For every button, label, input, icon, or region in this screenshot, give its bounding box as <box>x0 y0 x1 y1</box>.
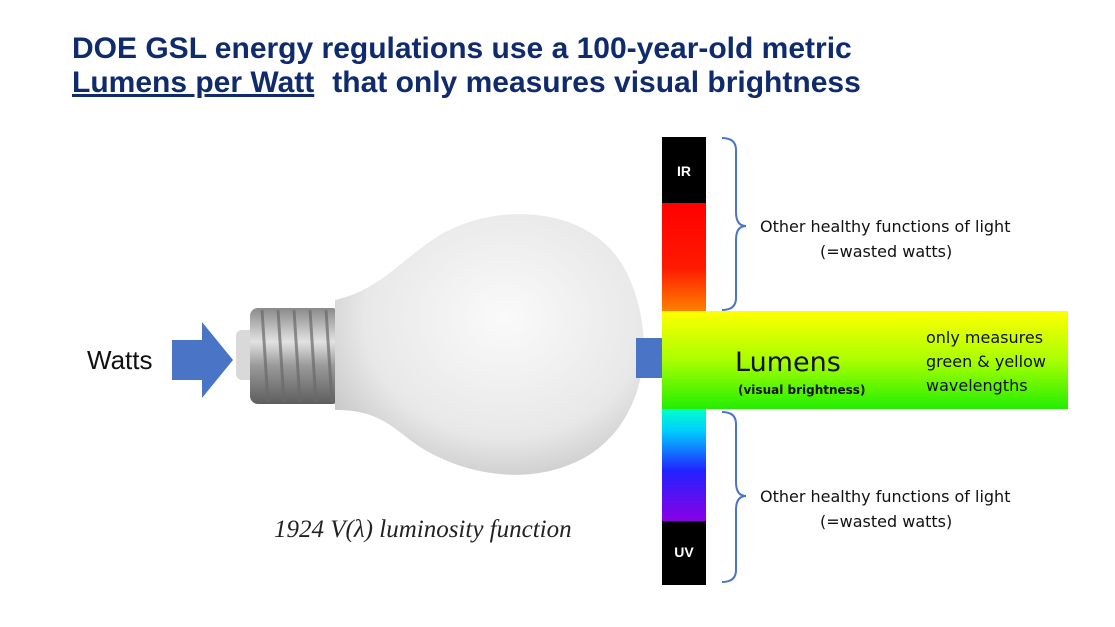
lower-note-2: (=wasted watts) <box>820 512 952 531</box>
upper-bracket <box>721 137 747 311</box>
upper-note-2: (=wasted watts) <box>820 242 952 261</box>
ir-label: IR <box>677 163 691 179</box>
output-note-2: green & yellow <box>926 352 1046 371</box>
output-note-1: only measures <box>926 328 1043 347</box>
caption: 1924 V(λ) luminosity function <box>274 516 572 543</box>
title-line-1: DOE GSL energy regulations use a 100-yea… <box>72 32 852 65</box>
output-sublabel: (visual brightness) <box>738 383 865 397</box>
uv-label: UV <box>674 544 694 560</box>
output-note-3: wavelengths <box>926 376 1028 395</box>
lower-note-1: Other healthy functions of light <box>760 487 1010 506</box>
input-arrow <box>172 322 233 398</box>
spectrum <box>662 137 1068 585</box>
upper-note-1: Other healthy functions of light <box>760 217 1010 236</box>
lower-bracket <box>721 411 747 583</box>
light-bulb <box>236 214 644 475</box>
title-rest: that only measures visual brightness <box>332 66 861 99</box>
title-line-2: Lumens per Watt that only measures visual… <box>72 66 861 99</box>
title-emphasis: Lumens per Watt <box>72 66 314 99</box>
output-label: Lumens <box>735 347 841 378</box>
input-label: Watts <box>87 345 152 375</box>
